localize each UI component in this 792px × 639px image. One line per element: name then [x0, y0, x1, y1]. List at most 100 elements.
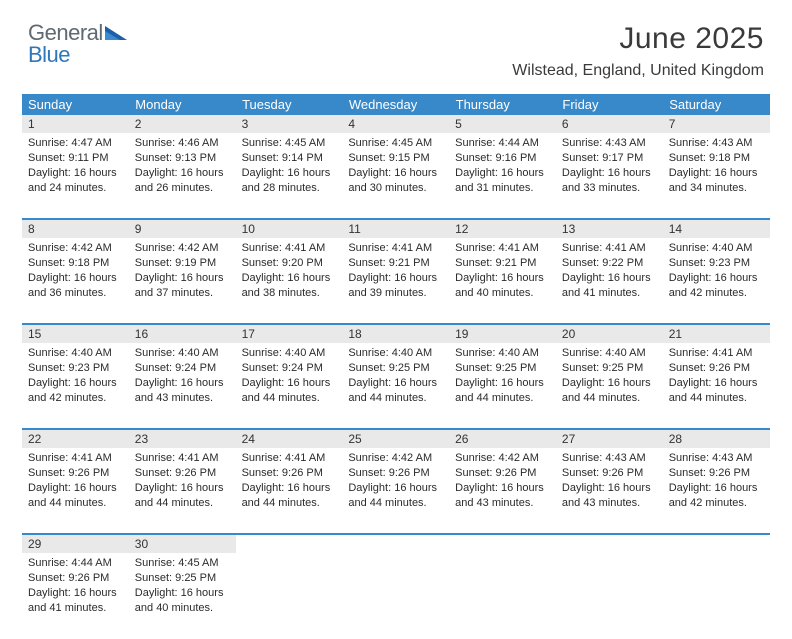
- sunrise-line: Sunrise: 4:42 AM: [135, 241, 230, 256]
- daylight-line: Daylight: 16 hours and 39 minutes.: [348, 271, 443, 301]
- day-number-cell: 12: [449, 219, 556, 238]
- sunrise-line: Sunrise: 4:43 AM: [669, 451, 764, 466]
- day-number-cell: 29: [22, 534, 129, 553]
- weekday-row: SundayMondayTuesdayWednesdayThursdayFrid…: [22, 94, 770, 115]
- weekday-header: Thursday: [449, 94, 556, 115]
- day-number-cell: 28: [663, 429, 770, 448]
- day-cell: Sunrise: 4:40 AMSunset: 9:23 PMDaylight:…: [663, 238, 770, 324]
- day-number-cell: 7: [663, 115, 770, 133]
- day-number-cell: 5: [449, 115, 556, 133]
- daylight-line: Daylight: 16 hours and 33 minutes.: [562, 166, 657, 196]
- weekday-header: Monday: [129, 94, 236, 115]
- daynum-row: 891011121314: [22, 219, 770, 238]
- day-cell: Sunrise: 4:40 AMSunset: 9:23 PMDaylight:…: [22, 343, 129, 429]
- month-title: June 2025: [512, 22, 764, 56]
- sunset-line: Sunset: 9:26 PM: [562, 466, 657, 481]
- brand-text: General Blue: [28, 22, 127, 66]
- daylight-line: Daylight: 16 hours and 44 minutes.: [242, 481, 337, 511]
- daylight-line: Daylight: 16 hours and 24 minutes.: [28, 166, 123, 196]
- sunset-line: Sunset: 9:24 PM: [242, 361, 337, 376]
- sunset-line: Sunset: 9:26 PM: [669, 466, 764, 481]
- sunrise-line: Sunrise: 4:41 AM: [669, 346, 764, 361]
- day-number-cell: 19: [449, 324, 556, 343]
- day-cell-inner: Sunrise: 4:40 AMSunset: 9:23 PMDaylight:…: [663, 238, 770, 306]
- sunrise-line: Sunrise: 4:45 AM: [135, 556, 230, 571]
- day-cell: Sunrise: 4:40 AMSunset: 9:25 PMDaylight:…: [556, 343, 663, 429]
- day-number-cell: 27: [556, 429, 663, 448]
- sunrise-line: Sunrise: 4:41 AM: [348, 241, 443, 256]
- sunset-line: Sunset: 9:25 PM: [348, 361, 443, 376]
- day-cell: Sunrise: 4:40 AMSunset: 9:24 PMDaylight:…: [236, 343, 343, 429]
- day-cell: Sunrise: 4:42 AMSunset: 9:18 PMDaylight:…: [22, 238, 129, 324]
- daylight-line: Daylight: 16 hours and 44 minutes.: [669, 376, 764, 406]
- day-number-cell: [449, 534, 556, 553]
- weekday-header: Friday: [556, 94, 663, 115]
- day-cell: Sunrise: 4:41 AMSunset: 9:26 PMDaylight:…: [663, 343, 770, 429]
- day-number-cell: 9: [129, 219, 236, 238]
- day-cell: Sunrise: 4:41 AMSunset: 9:22 PMDaylight:…: [556, 238, 663, 324]
- day-cell: [236, 553, 343, 639]
- day-cell: Sunrise: 4:46 AMSunset: 9:13 PMDaylight:…: [129, 133, 236, 219]
- daylight-line: Daylight: 16 hours and 34 minutes.: [669, 166, 764, 196]
- sunset-line: Sunset: 9:16 PM: [455, 151, 550, 166]
- day-cell-inner: Sunrise: 4:45 AMSunset: 9:14 PMDaylight:…: [236, 133, 343, 201]
- day-cell: Sunrise: 4:43 AMSunset: 9:17 PMDaylight:…: [556, 133, 663, 219]
- page-header: General Blue June 2025 Wilstead, England…: [0, 0, 792, 80]
- daylight-line: Daylight: 16 hours and 30 minutes.: [348, 166, 443, 196]
- calendar-head: SundayMondayTuesdayWednesdayThursdayFrid…: [22, 94, 770, 115]
- sunset-line: Sunset: 9:26 PM: [28, 466, 123, 481]
- day-cell: Sunrise: 4:47 AMSunset: 9:11 PMDaylight:…: [22, 133, 129, 219]
- sunset-line: Sunset: 9:26 PM: [28, 571, 123, 586]
- day-number-cell: 2: [129, 115, 236, 133]
- day-cell-inner: Sunrise: 4:41 AMSunset: 9:26 PMDaylight:…: [22, 448, 129, 516]
- daylight-line: Daylight: 16 hours and 40 minutes.: [135, 586, 230, 616]
- sunrise-line: Sunrise: 4:42 AM: [28, 241, 123, 256]
- sunset-line: Sunset: 9:25 PM: [562, 361, 657, 376]
- brand-logo: General Blue: [28, 22, 127, 66]
- sunset-line: Sunset: 9:25 PM: [135, 571, 230, 586]
- day-cell-inner: Sunrise: 4:41 AMSunset: 9:26 PMDaylight:…: [236, 448, 343, 516]
- day-cell-inner: Sunrise: 4:46 AMSunset: 9:13 PMDaylight:…: [129, 133, 236, 201]
- day-number-cell: 18: [342, 324, 449, 343]
- sunset-line: Sunset: 9:23 PM: [669, 256, 764, 271]
- daylight-line: Daylight: 16 hours and 44 minutes.: [348, 481, 443, 511]
- content-row: Sunrise: 4:40 AMSunset: 9:23 PMDaylight:…: [22, 343, 770, 429]
- sunset-line: Sunset: 9:25 PM: [455, 361, 550, 376]
- sunset-line: Sunset: 9:18 PM: [28, 256, 123, 271]
- day-cell: Sunrise: 4:44 AMSunset: 9:26 PMDaylight:…: [22, 553, 129, 639]
- weekday-header: Tuesday: [236, 94, 343, 115]
- sunrise-line: Sunrise: 4:47 AM: [28, 136, 123, 151]
- day-number-cell: 30: [129, 534, 236, 553]
- daylight-line: Daylight: 16 hours and 38 minutes.: [242, 271, 337, 301]
- day-number-cell: 1: [22, 115, 129, 133]
- day-number-cell: 15: [22, 324, 129, 343]
- day-cell: Sunrise: 4:45 AMSunset: 9:15 PMDaylight:…: [342, 133, 449, 219]
- daynum-row: 15161718192021: [22, 324, 770, 343]
- day-cell-inner: Sunrise: 4:43 AMSunset: 9:26 PMDaylight:…: [556, 448, 663, 516]
- content-row: Sunrise: 4:42 AMSunset: 9:18 PMDaylight:…: [22, 238, 770, 324]
- calendar-body: 1234567Sunrise: 4:47 AMSunset: 9:11 PMDa…: [22, 115, 770, 639]
- day-cell-inner: Sunrise: 4:42 AMSunset: 9:26 PMDaylight:…: [449, 448, 556, 516]
- day-cell: Sunrise: 4:45 AMSunset: 9:25 PMDaylight:…: [129, 553, 236, 639]
- day-number-cell: 16: [129, 324, 236, 343]
- day-cell-inner: Sunrise: 4:45 AMSunset: 9:25 PMDaylight:…: [129, 553, 236, 621]
- sunset-line: Sunset: 9:14 PM: [242, 151, 337, 166]
- day-cell: Sunrise: 4:40 AMSunset: 9:25 PMDaylight:…: [342, 343, 449, 429]
- day-number-cell: 10: [236, 219, 343, 238]
- day-cell: Sunrise: 4:43 AMSunset: 9:26 PMDaylight:…: [556, 448, 663, 534]
- flag-icon: [105, 24, 127, 40]
- day-number-cell: 25: [342, 429, 449, 448]
- day-cell-inner: Sunrise: 4:40 AMSunset: 9:25 PMDaylight:…: [556, 343, 663, 411]
- daylight-line: Daylight: 16 hours and 40 minutes.: [455, 271, 550, 301]
- daynum-row: 2930: [22, 534, 770, 553]
- sunset-line: Sunset: 9:26 PM: [348, 466, 443, 481]
- sunrise-line: Sunrise: 4:45 AM: [242, 136, 337, 151]
- sunset-line: Sunset: 9:26 PM: [455, 466, 550, 481]
- day-cell: Sunrise: 4:40 AMSunset: 9:25 PMDaylight:…: [449, 343, 556, 429]
- day-cell: [663, 553, 770, 639]
- sunrise-line: Sunrise: 4:45 AM: [348, 136, 443, 151]
- day-cell-inner: Sunrise: 4:41 AMSunset: 9:22 PMDaylight:…: [556, 238, 663, 306]
- day-cell-inner: Sunrise: 4:41 AMSunset: 9:26 PMDaylight:…: [129, 448, 236, 516]
- day-number-cell: 24: [236, 429, 343, 448]
- sunset-line: Sunset: 9:15 PM: [348, 151, 443, 166]
